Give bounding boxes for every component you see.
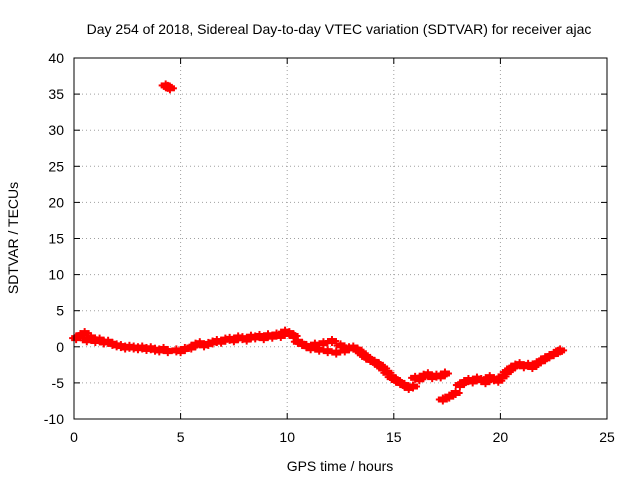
y-tick-label: 20 xyxy=(48,194,64,210)
y-tick-label: 25 xyxy=(48,158,64,174)
x-tick-label: 15 xyxy=(386,429,402,445)
data-point xyxy=(437,368,452,379)
chart-title: Day 254 of 2018, Sidereal Day-to-day VTE… xyxy=(87,21,592,37)
y-tick-label: 40 xyxy=(48,50,64,66)
data-point xyxy=(162,83,177,94)
data-points xyxy=(69,80,568,405)
x-axis-label: GPS time / hours xyxy=(287,458,394,474)
axis-ticks: 0 5 10 15 20 25 -10 -5 0 5 10 15 20 25 30 35 40 xyxy=(44,50,615,445)
x-tick-label: 10 xyxy=(279,429,295,445)
x-tick-label: 5 xyxy=(177,429,185,445)
x-tick-label: 20 xyxy=(493,429,509,445)
data-point xyxy=(324,336,339,347)
data-point xyxy=(405,381,420,392)
y-tick-label: -10 xyxy=(44,411,64,427)
x-tick-label: 25 xyxy=(599,429,615,445)
grid-lines xyxy=(74,58,607,419)
data-point xyxy=(553,345,568,356)
y-tick-label: 35 xyxy=(48,86,64,102)
y-tick-label: 30 xyxy=(48,122,64,138)
y-tick-label: 10 xyxy=(48,267,64,283)
y-tick-label: 15 xyxy=(48,231,64,247)
data-point xyxy=(448,388,463,399)
y-tick-label: -5 xyxy=(52,375,65,391)
y-axis-label: SDTVAR / TECUs xyxy=(5,182,21,294)
y-tick-label: 0 xyxy=(56,339,64,355)
y-tick-label: 5 xyxy=(56,303,64,319)
x-tick-label: 0 xyxy=(70,429,78,445)
